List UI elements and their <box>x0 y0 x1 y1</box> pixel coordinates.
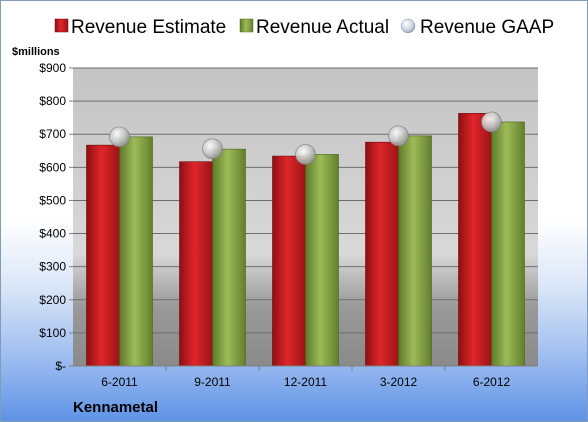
y-tick-label: $800 <box>39 94 66 108</box>
gaap-markers <box>109 111 502 165</box>
y-tick-label: $900 <box>39 61 66 75</box>
y-axis-ticks: $- $100 $200 $300 $400 $500 $600 $700 $800 $900 <box>39 61 73 373</box>
legend: Revenue Estimate Revenue Actual Revenue … <box>54 17 554 38</box>
marker-revenue-gaap <box>109 126 130 148</box>
bar-revenue-actual <box>212 148 246 367</box>
marker-revenue-gaap <box>388 125 409 147</box>
bar-revenue-estimate <box>86 144 120 367</box>
legend-label-gaap: Revenue GAAP <box>420 17 554 38</box>
bars <box>86 113 525 367</box>
marker-revenue-gaap <box>202 138 223 160</box>
marker-revenue-gaap <box>481 111 502 133</box>
bar-revenue-actual <box>398 135 432 367</box>
bar-revenue-estimate <box>458 113 492 367</box>
y-tick-label: $600 <box>39 160 66 174</box>
bar-revenue-actual <box>119 136 153 367</box>
x-tick-label: 12-2011 <box>284 375 327 389</box>
y-tick-label: $700 <box>39 127 66 141</box>
bar-revenue-actual <box>305 154 339 367</box>
marker-revenue-gaap <box>295 144 316 165</box>
x-tick-label: 6-2011 <box>101 375 138 389</box>
y-tick-label: $300 <box>39 260 66 274</box>
y-tick-label: $100 <box>39 326 66 340</box>
legend-label-actual: Revenue Actual <box>256 17 389 38</box>
x-tick-label: 9-2011 <box>194 375 231 389</box>
x-axis-ticks: 6-2011 9-2011 12-2011 3-2012 6-2012 <box>101 366 511 389</box>
y-tick-label: $500 <box>39 193 66 207</box>
bar-revenue-estimate <box>179 161 213 367</box>
bar-revenue-actual <box>491 121 525 367</box>
legend-swatch-gaap <box>400 18 416 34</box>
y-tick-label: $400 <box>39 227 66 241</box>
legend-label-estimate: Revenue Estimate <box>71 17 226 38</box>
bar-revenue-estimate <box>272 155 306 367</box>
company-name: Kennametal <box>73 399 158 416</box>
y-tick-label: $200 <box>39 293 66 307</box>
y-axis-unit-label: $millions <box>12 46 60 58</box>
y-tick-label: $- <box>55 359 66 373</box>
x-tick-label: 6-2012 <box>473 375 511 389</box>
x-tick-label: 3-2012 <box>380 375 418 389</box>
bar-revenue-estimate <box>365 141 399 367</box>
legend-swatch-actual <box>239 18 254 33</box>
legend-swatch-estimate <box>54 18 69 33</box>
